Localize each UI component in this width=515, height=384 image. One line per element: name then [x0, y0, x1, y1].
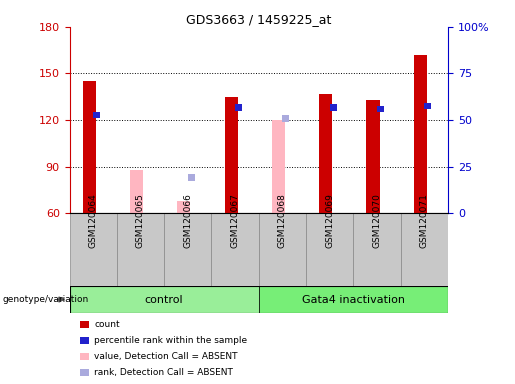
Text: GSM120064: GSM120064 [89, 194, 98, 248]
Bar [377, 106, 384, 112]
Text: control: control [145, 295, 183, 305]
Bar [401, 213, 448, 286]
Bar [225, 97, 238, 213]
Text: GSM120067: GSM120067 [231, 193, 239, 248]
Text: GSM120065: GSM120065 [136, 193, 145, 248]
Bar [164, 213, 212, 286]
Bar [282, 115, 289, 122]
Bar [212, 213, 259, 286]
Bar [70, 286, 259, 313]
Bar [424, 103, 431, 109]
Text: GSM120068: GSM120068 [278, 193, 287, 248]
Text: rank, Detection Call = ABSENT: rank, Detection Call = ABSENT [94, 368, 233, 377]
Bar [330, 104, 337, 111]
Bar [93, 112, 100, 118]
Text: GSM120071: GSM120071 [420, 193, 429, 248]
Bar [177, 201, 191, 213]
Bar [130, 170, 143, 213]
Text: percentile rank within the sample: percentile rank within the sample [94, 336, 247, 345]
Bar [367, 100, 380, 213]
Title: GDS3663 / 1459225_at: GDS3663 / 1459225_at [186, 13, 332, 26]
Text: count: count [94, 320, 120, 329]
Bar [259, 286, 448, 313]
Bar [259, 213, 306, 286]
Bar [414, 55, 427, 213]
Bar [70, 213, 117, 286]
Text: Gata4 inactivation: Gata4 inactivation [302, 295, 405, 305]
Bar [353, 213, 401, 286]
Bar [319, 94, 332, 213]
Bar [187, 174, 195, 180]
Bar [82, 81, 96, 213]
Bar [272, 120, 285, 213]
Text: genotype/variation: genotype/variation [3, 295, 89, 304]
Text: GSM120069: GSM120069 [325, 193, 334, 248]
Bar [117, 213, 164, 286]
Bar [235, 104, 242, 111]
Text: GSM120066: GSM120066 [183, 193, 192, 248]
Text: value, Detection Call = ABSENT: value, Detection Call = ABSENT [94, 352, 238, 361]
Text: GSM120070: GSM120070 [372, 193, 382, 248]
Bar [306, 213, 353, 286]
